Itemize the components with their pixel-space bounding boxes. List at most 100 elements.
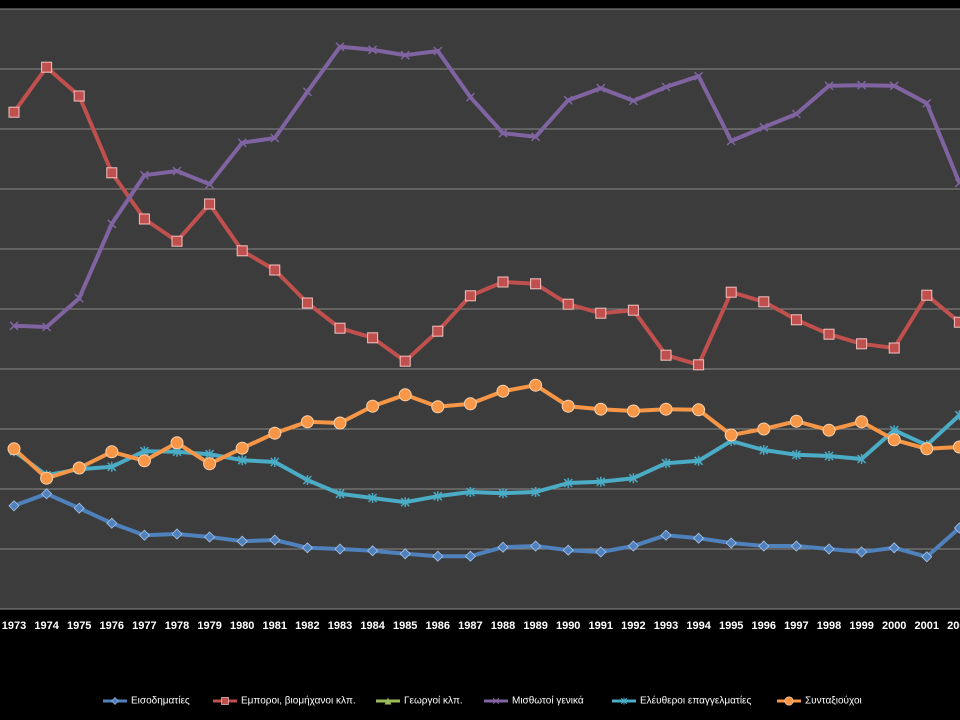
x-tick-label: 1984 <box>360 620 385 632</box>
marker <box>562 298 574 310</box>
marker <box>620 697 628 705</box>
marker <box>789 414 803 428</box>
x-tick-label: 1985 <box>393 620 417 632</box>
marker <box>694 71 704 81</box>
x-tick-label: 1987 <box>458 620 482 632</box>
marker <box>758 296 770 308</box>
legend-item: Ελέυθεροι επαγγελματίες <box>612 695 751 707</box>
x-tick-label: 1988 <box>491 620 515 632</box>
marker <box>594 402 608 416</box>
marker <box>758 540 770 552</box>
marker <box>431 400 445 414</box>
marker <box>399 548 411 560</box>
marker <box>920 442 934 456</box>
marker <box>725 286 737 298</box>
marker <box>171 235 183 247</box>
marker <box>498 128 508 138</box>
marker <box>270 457 280 467</box>
marker <box>137 454 151 468</box>
marker <box>105 445 119 459</box>
x-tick-label: 1976 <box>100 620 124 632</box>
marker <box>888 542 900 554</box>
marker <box>235 441 249 455</box>
marker <box>367 332 379 344</box>
marker <box>366 399 380 413</box>
marker <box>367 545 379 557</box>
x-tick-label: 1978 <box>165 620 189 632</box>
marker <box>204 198 216 210</box>
marker <box>400 50 410 60</box>
marker <box>725 537 737 549</box>
marker <box>302 475 312 485</box>
marker <box>693 359 705 371</box>
marker <box>74 293 84 303</box>
marker <box>562 544 574 556</box>
marker <box>822 423 836 437</box>
marker <box>857 454 867 464</box>
marker <box>790 314 802 326</box>
marker <box>464 290 476 302</box>
marker <box>529 378 543 392</box>
x-tick-label: 1991 <box>589 620 613 632</box>
marker <box>496 384 510 398</box>
marker <box>823 328 835 340</box>
x-tick-label: 2002 <box>947 620 960 632</box>
legend-label: Συνταξιούχοι <box>805 695 862 707</box>
marker <box>791 109 801 119</box>
series-line <box>12 413 960 505</box>
marker <box>300 415 314 429</box>
marker <box>561 399 575 413</box>
marker <box>824 81 834 91</box>
marker <box>497 276 509 288</box>
marker <box>334 322 346 334</box>
marker <box>368 493 378 503</box>
marker <box>888 342 900 354</box>
marker <box>596 83 606 93</box>
marker <box>596 476 606 487</box>
marker <box>791 449 801 460</box>
marker <box>757 422 771 436</box>
x-tick-label: 1998 <box>817 620 841 632</box>
marker <box>236 245 248 257</box>
marker <box>693 532 705 544</box>
x-tick-label: 1997 <box>784 620 808 632</box>
series-line <box>13 44 960 329</box>
marker <box>889 81 899 91</box>
marker <box>138 213 150 225</box>
marker <box>236 535 248 547</box>
marker <box>856 546 868 558</box>
marker <box>268 426 282 440</box>
marker <box>759 122 769 132</box>
marker <box>333 416 347 430</box>
marker <box>563 478 573 488</box>
marker <box>384 697 392 705</box>
marker <box>595 307 607 319</box>
marker <box>432 550 444 562</box>
x-tick-label: 1992 <box>621 620 645 632</box>
marker <box>954 410 960 421</box>
legend-item: Μισθωτοί γενικά <box>484 695 584 707</box>
marker <box>953 522 960 534</box>
legend-item: Γεωργοί κλπ. <box>376 695 463 707</box>
marker <box>824 451 834 461</box>
x-tick-label: 1993 <box>654 620 678 632</box>
marker <box>205 179 215 189</box>
legend-label: Γεωργοί κλπ. <box>404 695 463 707</box>
marker <box>921 551 933 563</box>
marker <box>694 455 704 466</box>
marker <box>7 442 21 456</box>
marker <box>726 136 736 146</box>
marker <box>106 517 118 529</box>
marker <box>628 473 638 484</box>
marker <box>8 500 20 512</box>
marker <box>399 355 411 367</box>
x-tick-label: 1977 <box>132 620 156 632</box>
marker <box>887 433 901 447</box>
marker <box>170 436 184 450</box>
marker <box>531 132 541 142</box>
marker <box>368 45 378 55</box>
legend-item: Συνταξιούχοι <box>777 695 862 707</box>
marker <box>595 546 607 558</box>
marker <box>433 46 443 56</box>
x-tick-label: 1979 <box>197 620 221 632</box>
